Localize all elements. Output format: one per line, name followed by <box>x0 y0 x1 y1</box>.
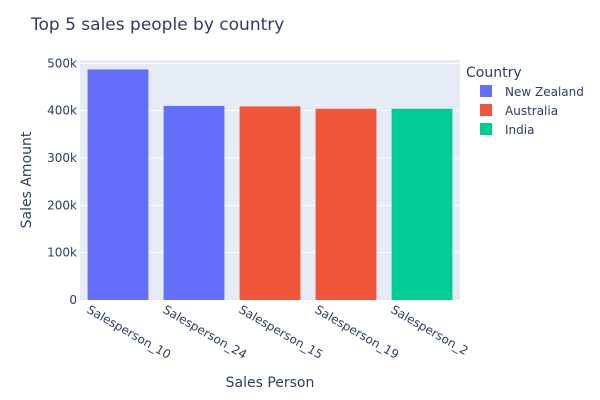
y-tick-label: 300k <box>47 151 77 165</box>
bar-salesperson-24[interactable] <box>163 105 225 300</box>
bar-salesperson-2[interactable] <box>391 108 453 301</box>
bar-salesperson-15[interactable] <box>239 106 301 300</box>
y-tick-label: 500k <box>47 56 77 70</box>
chart-title: Top 5 sales people by country <box>30 15 284 35</box>
bar-salesperson-19[interactable] <box>315 108 377 301</box>
bar-salesperson-10[interactable] <box>87 69 149 300</box>
legend-item-label[interactable]: Australia <box>505 104 558 118</box>
y-tick-label: 0 <box>69 293 77 307</box>
y-tick-label: 200k <box>47 198 77 212</box>
y-tick-label: 100k <box>47 246 77 260</box>
y-axis-title: Sales Amount <box>19 131 35 228</box>
y-tick-label: 400k <box>47 104 77 118</box>
y-axis-ticks: 0 100k 200k 300k 400k 500k <box>47 56 77 307</box>
bars[interactable] <box>87 69 453 301</box>
legend-item-label[interactable]: New Zealand <box>505 85 584 99</box>
legend[interactable]: Country New Zealand Australia India <box>466 65 584 137</box>
legend-swatch <box>480 104 492 116</box>
legend-title: Country <box>466 65 522 81</box>
legend-swatch <box>480 85 492 97</box>
legend-item-label[interactable]: India <box>505 123 534 137</box>
legend-swatch <box>480 123 492 135</box>
x-axis-title: Sales Person <box>226 375 315 391</box>
